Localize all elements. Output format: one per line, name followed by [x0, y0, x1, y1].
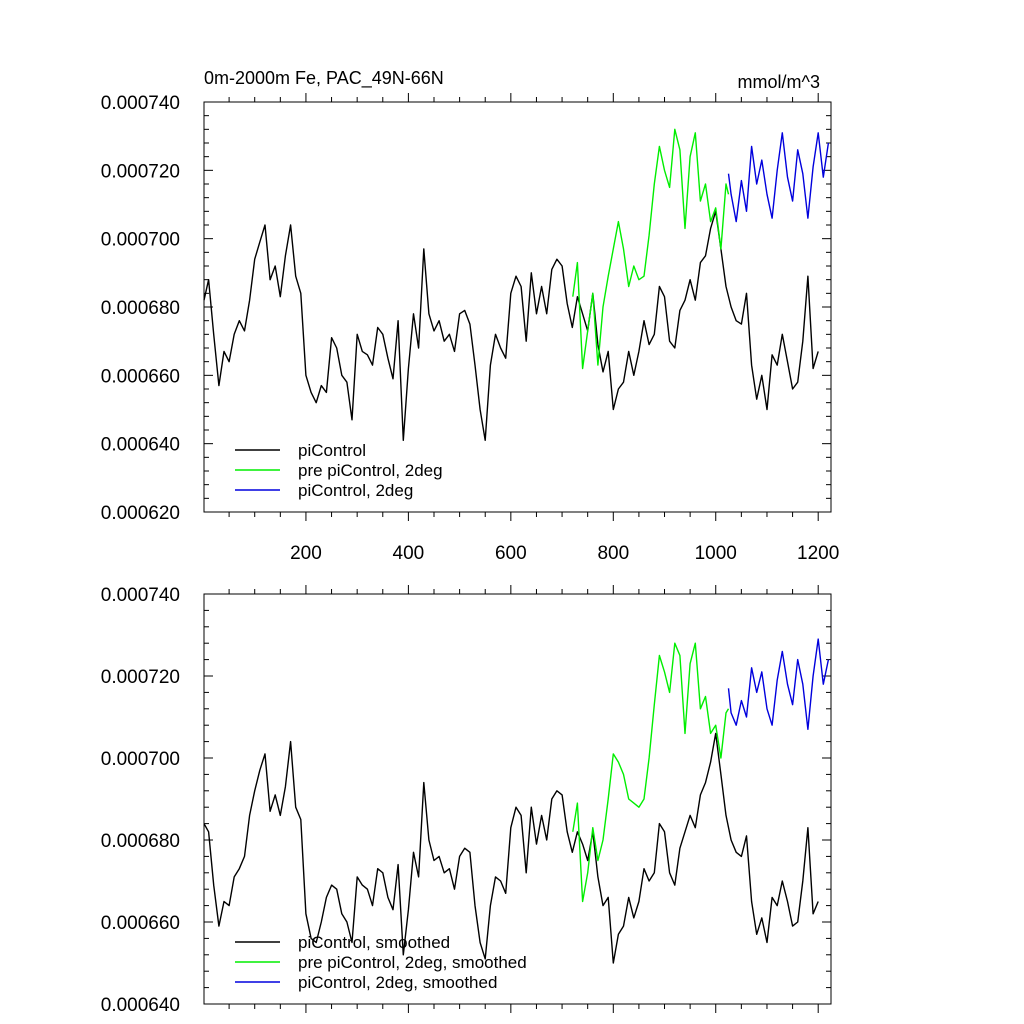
- legend-label: piControl: [298, 441, 366, 460]
- x-tick-label: 800: [597, 543, 629, 564]
- bottom-plot-frame: [203, 593, 832, 1005]
- series-line-bottom-2: [727, 638, 830, 730]
- top-title: 0m-2000m Fe, PAC_49N-66N: [204, 68, 444, 89]
- y-tick-label: 0.000700: [101, 230, 180, 251]
- legend-label: piControl, 2deg, smoothed: [298, 973, 497, 992]
- bottom-series: [203, 638, 830, 964]
- top-ticks: 0.000620 0.000640 0.000660 0.000680 0.000700…: [101, 93, 839, 564]
- y-tick-label: 0.000680: [101, 298, 180, 319]
- top-plot-frame: [203, 101, 832, 513]
- y-tick-label: 0.000740: [101, 585, 180, 606]
- top-panel: 0m-2000m Fe, PAC_49N-66N mmol/m^3 0.0006…: [101, 68, 840, 564]
- legend-label: pre piControl, 2deg: [298, 461, 443, 480]
- series-line-top-0: [203, 210, 819, 441]
- x-tick-label: 600: [495, 543, 527, 564]
- y-tick-label: 0.000740: [101, 93, 180, 114]
- y-tick-label: 0.000640: [101, 435, 180, 456]
- y-tick-label: 0.000660: [101, 913, 180, 934]
- top-units: mmol/m^3: [738, 72, 820, 92]
- bottom-ticks: 0.000640 0.000660 0.000680 0.000700 0.000720…: [101, 585, 831, 1016]
- y-tick-label: 0.000620: [101, 503, 180, 524]
- y-tick-label: 0.000660: [101, 366, 180, 387]
- y-tick-label: 0.000720: [101, 161, 180, 182]
- series-line-bottom-1: [572, 642, 730, 903]
- y-tick-label: 0.000640: [101, 995, 180, 1016]
- y-tick-label: 0.000720: [101, 667, 180, 688]
- y-tick-label: 0.000700: [101, 749, 180, 770]
- x-tick-label: 400: [393, 543, 425, 564]
- x-tick-label: 1200: [797, 543, 839, 564]
- legend-label: piControl, smoothed: [298, 933, 450, 952]
- y-tick-label: 0.000680: [101, 831, 180, 852]
- legend-label: piControl, 2deg: [298, 481, 413, 500]
- legend-label: pre piControl, 2deg, smoothed: [298, 953, 527, 972]
- x-tick-label: 1000: [695, 543, 737, 564]
- series-line-top-1: [572, 128, 730, 370]
- x-tick-label: 200: [290, 543, 322, 564]
- series-line-top-2: [727, 132, 830, 223]
- bottom-panel: 0.000640 0.000660 0.000680 0.000700 0.000720…: [101, 585, 832, 1016]
- top-series: [203, 128, 830, 441]
- series-line-bottom-0: [203, 732, 819, 964]
